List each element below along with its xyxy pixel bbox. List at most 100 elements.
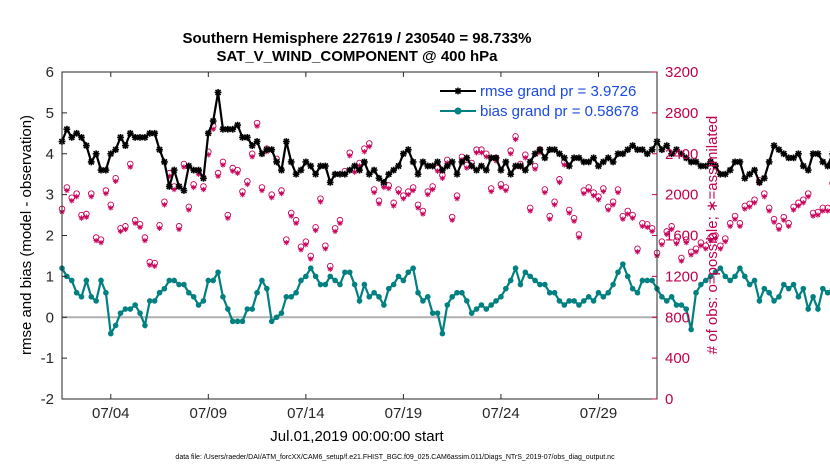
bias-point bbox=[547, 290, 553, 296]
bias-point bbox=[493, 298, 499, 304]
obs-assimilated-point bbox=[742, 206, 747, 211]
bias-point bbox=[771, 298, 777, 304]
obs-assimilated-point bbox=[776, 227, 781, 232]
obs-assimilated-point bbox=[688, 252, 693, 257]
bias-point bbox=[630, 286, 636, 292]
bias-point bbox=[537, 282, 543, 288]
bias-point bbox=[459, 290, 465, 296]
bias-point bbox=[508, 278, 514, 284]
bias-point bbox=[293, 290, 299, 296]
data-file-footnote: data file: /Users/raeder/DAI/ATM_forcXX/… bbox=[175, 454, 615, 461]
bias-point bbox=[152, 298, 158, 304]
rmse-point bbox=[93, 150, 100, 157]
bias-point bbox=[386, 286, 392, 292]
bias-point bbox=[552, 290, 558, 296]
bias-point bbox=[318, 282, 324, 288]
bias-point bbox=[88, 294, 94, 300]
rmse-point bbox=[102, 167, 109, 174]
bias-point bbox=[69, 278, 75, 284]
rmse-point bbox=[181, 187, 188, 194]
chart-title-line2: SAT_V_WIND_COMPONENT @ 400 hPa bbox=[216, 48, 498, 65]
obs-assimilated-point bbox=[137, 225, 142, 230]
obs-assimilated-point bbox=[84, 214, 89, 219]
obs-assimilated-point bbox=[250, 154, 255, 159]
rmse-point bbox=[507, 171, 514, 178]
bias-point bbox=[264, 286, 270, 292]
x-tick-label: 07/29 bbox=[580, 405, 618, 422]
bias-point bbox=[240, 319, 246, 325]
obs-assimilated-point bbox=[810, 213, 815, 218]
bias-point bbox=[410, 265, 416, 271]
x-tick-label: 07/14 bbox=[287, 405, 325, 422]
obs-assimilated-point bbox=[727, 224, 732, 229]
obs-assimilated-point bbox=[69, 198, 74, 203]
rmse-point bbox=[498, 167, 505, 174]
rmse-point bbox=[371, 167, 378, 174]
rmse-point bbox=[254, 138, 261, 145]
bias-point bbox=[366, 294, 372, 300]
bias-point bbox=[284, 294, 290, 300]
bias-point bbox=[601, 294, 607, 300]
bias-point bbox=[688, 327, 694, 333]
bias-point bbox=[591, 298, 597, 304]
rmse-point bbox=[63, 126, 70, 133]
bias-point bbox=[381, 302, 387, 308]
bias-point bbox=[523, 269, 529, 275]
bias-point bbox=[157, 290, 163, 296]
bias-point bbox=[113, 323, 119, 329]
obs-assimilated-point bbox=[186, 207, 191, 212]
rmse-point bbox=[541, 154, 548, 161]
rmse-point bbox=[761, 175, 768, 182]
x-axis-label: Jul.01,2019 00:00:00 start bbox=[270, 428, 444, 445]
rmse-point bbox=[483, 167, 490, 174]
obs-assimilated-point bbox=[240, 192, 245, 197]
bias-point bbox=[635, 290, 641, 296]
obs-assimilated-point bbox=[723, 239, 728, 244]
y-right-tick-label: 2800 bbox=[665, 105, 698, 122]
bias-point bbox=[796, 294, 802, 300]
obs-assimilated-point bbox=[679, 258, 684, 263]
rmse-point bbox=[395, 163, 402, 170]
obs-assimilated-point bbox=[766, 208, 771, 213]
rmse-point bbox=[649, 146, 656, 153]
bias-point bbox=[337, 282, 343, 288]
bias-point bbox=[791, 282, 797, 288]
obs-assimilated-point bbox=[786, 224, 791, 229]
bias-point bbox=[727, 278, 733, 284]
obs-assimilated-point bbox=[132, 221, 137, 226]
obs-assimilated-point bbox=[162, 202, 167, 207]
rmse-point bbox=[815, 150, 822, 157]
rmse-point bbox=[561, 154, 568, 161]
rmse-point bbox=[463, 154, 470, 161]
bias-point bbox=[698, 282, 704, 288]
y-left-tick-label: 3 bbox=[46, 187, 54, 204]
bias-point bbox=[513, 265, 519, 271]
rmse-point bbox=[356, 167, 363, 174]
bias-point bbox=[752, 278, 758, 284]
obs-assimilated-point bbox=[118, 229, 123, 234]
rmse-point bbox=[610, 159, 617, 166]
bias-point bbox=[581, 298, 587, 304]
bias-point bbox=[362, 282, 368, 288]
bias-point bbox=[757, 298, 763, 304]
obs-assimilated-point bbox=[157, 226, 162, 231]
rmse-point bbox=[380, 179, 387, 186]
rmse-point bbox=[493, 154, 500, 161]
rmse-point bbox=[502, 159, 509, 166]
rmse-point bbox=[405, 146, 412, 153]
obs-assimilated-point bbox=[128, 164, 133, 169]
bias-point bbox=[396, 274, 402, 280]
bias-point bbox=[401, 278, 407, 284]
chart-title-line1: Southern Hemisphere 227619 / 230540 = 98… bbox=[183, 30, 532, 47]
y-left-tick-label: 1 bbox=[46, 268, 54, 285]
rmse-point bbox=[288, 159, 295, 166]
bias-point bbox=[786, 286, 792, 292]
rmse-point bbox=[283, 138, 290, 145]
rmse-point bbox=[298, 167, 305, 174]
obs-assimilated-point bbox=[142, 238, 147, 243]
bias-point bbox=[566, 298, 572, 304]
bias-point bbox=[776, 294, 782, 300]
bias-point bbox=[245, 306, 251, 312]
y-left-tick-label: -2 bbox=[41, 391, 54, 408]
